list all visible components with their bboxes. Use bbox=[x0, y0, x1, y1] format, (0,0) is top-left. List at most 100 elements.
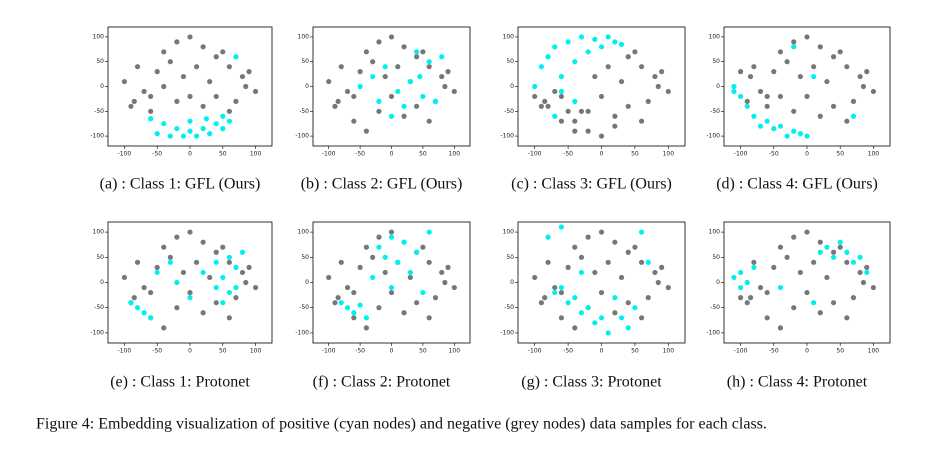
point bbox=[439, 73, 445, 80]
point bbox=[167, 59, 173, 65]
point bbox=[420, 93, 426, 100]
x-tick-label: 50 bbox=[219, 151, 227, 158]
point bbox=[565, 108, 571, 114]
point bbox=[572, 295, 578, 301]
y-tick-label: 0 bbox=[100, 279, 104, 286]
x-tick-label: -100 bbox=[734, 348, 748, 355]
point bbox=[226, 259, 232, 265]
point bbox=[420, 289, 426, 296]
point bbox=[592, 320, 598, 326]
subfigure-caption: (c) : Class 3: GFL (Ours) bbox=[511, 176, 672, 193]
point bbox=[180, 269, 187, 276]
point bbox=[128, 300, 134, 306]
point bbox=[193, 133, 200, 139]
point bbox=[612, 123, 618, 129]
point bbox=[665, 284, 671, 291]
point bbox=[220, 244, 226, 250]
point bbox=[592, 36, 598, 42]
point bbox=[764, 93, 770, 100]
point bbox=[558, 315, 565, 321]
point bbox=[203, 116, 209, 122]
point bbox=[239, 269, 246, 276]
point bbox=[401, 113, 407, 119]
point bbox=[148, 116, 154, 122]
point bbox=[213, 300, 219, 306]
point bbox=[738, 284, 744, 291]
point bbox=[344, 305, 351, 311]
point bbox=[220, 300, 226, 306]
point bbox=[426, 64, 432, 70]
point bbox=[414, 103, 420, 109]
point bbox=[632, 49, 638, 55]
point bbox=[200, 44, 206, 50]
point bbox=[382, 64, 388, 70]
point bbox=[154, 69, 160, 75]
point bbox=[618, 274, 625, 281]
point bbox=[388, 229, 395, 235]
point bbox=[655, 83, 661, 90]
point bbox=[332, 103, 338, 109]
x-tick-label: -100 bbox=[322, 348, 336, 355]
point bbox=[363, 244, 369, 250]
x-tick-label: 0 bbox=[600, 151, 604, 158]
point bbox=[363, 49, 369, 55]
point bbox=[844, 315, 850, 321]
point bbox=[407, 274, 413, 281]
point bbox=[414, 49, 420, 55]
point bbox=[407, 78, 413, 85]
point bbox=[817, 249, 823, 255]
point bbox=[363, 128, 369, 134]
point bbox=[395, 64, 401, 70]
y-tick-label: 0 bbox=[716, 83, 720, 90]
point bbox=[578, 108, 585, 114]
y-tick-label: 100 bbox=[709, 33, 721, 40]
point bbox=[824, 274, 830, 281]
scatter-plot: -100 -50 0 50 100 -100 -50 0 50 100 bbox=[500, 221, 686, 355]
point bbox=[388, 113, 395, 119]
point bbox=[439, 54, 445, 60]
point bbox=[148, 93, 154, 100]
point bbox=[363, 325, 369, 331]
x-tick-label: -50 bbox=[563, 151, 573, 158]
y-tick-label: 50 bbox=[96, 58, 104, 65]
x-tick-label: -100 bbox=[118, 348, 132, 355]
point bbox=[226, 254, 232, 260]
point bbox=[830, 103, 837, 109]
point bbox=[612, 295, 618, 301]
point bbox=[598, 315, 605, 321]
point bbox=[167, 133, 173, 139]
point bbox=[131, 295, 137, 301]
point bbox=[246, 264, 252, 270]
point bbox=[837, 239, 843, 245]
point bbox=[777, 123, 784, 129]
point bbox=[565, 39, 571, 45]
y-tick-label: 0 bbox=[100, 83, 104, 90]
point bbox=[744, 279, 750, 286]
point bbox=[161, 83, 167, 90]
point bbox=[207, 78, 213, 85]
point bbox=[592, 269, 598, 276]
point bbox=[751, 259, 757, 265]
point bbox=[442, 279, 448, 286]
x-tick-label: 50 bbox=[419, 348, 427, 355]
point bbox=[538, 64, 544, 70]
point bbox=[804, 93, 810, 100]
point bbox=[200, 310, 206, 316]
point bbox=[791, 108, 797, 114]
point bbox=[797, 73, 803, 80]
y-tick-label: 0 bbox=[510, 83, 514, 90]
point bbox=[351, 310, 357, 316]
y-tick-label: -100 bbox=[90, 133, 104, 140]
point bbox=[332, 300, 338, 306]
point bbox=[791, 39, 797, 45]
x-tick-label: -50 bbox=[563, 348, 573, 355]
point bbox=[817, 310, 823, 316]
point bbox=[572, 244, 578, 250]
point bbox=[638, 64, 645, 70]
x-tick-label: -100 bbox=[734, 151, 748, 158]
x-tick-label: 50 bbox=[631, 151, 639, 158]
subfigure-caption: (d) : Class 4: GFL (Ours) bbox=[716, 176, 878, 193]
point bbox=[253, 284, 259, 291]
point bbox=[167, 254, 173, 260]
point bbox=[764, 315, 770, 321]
